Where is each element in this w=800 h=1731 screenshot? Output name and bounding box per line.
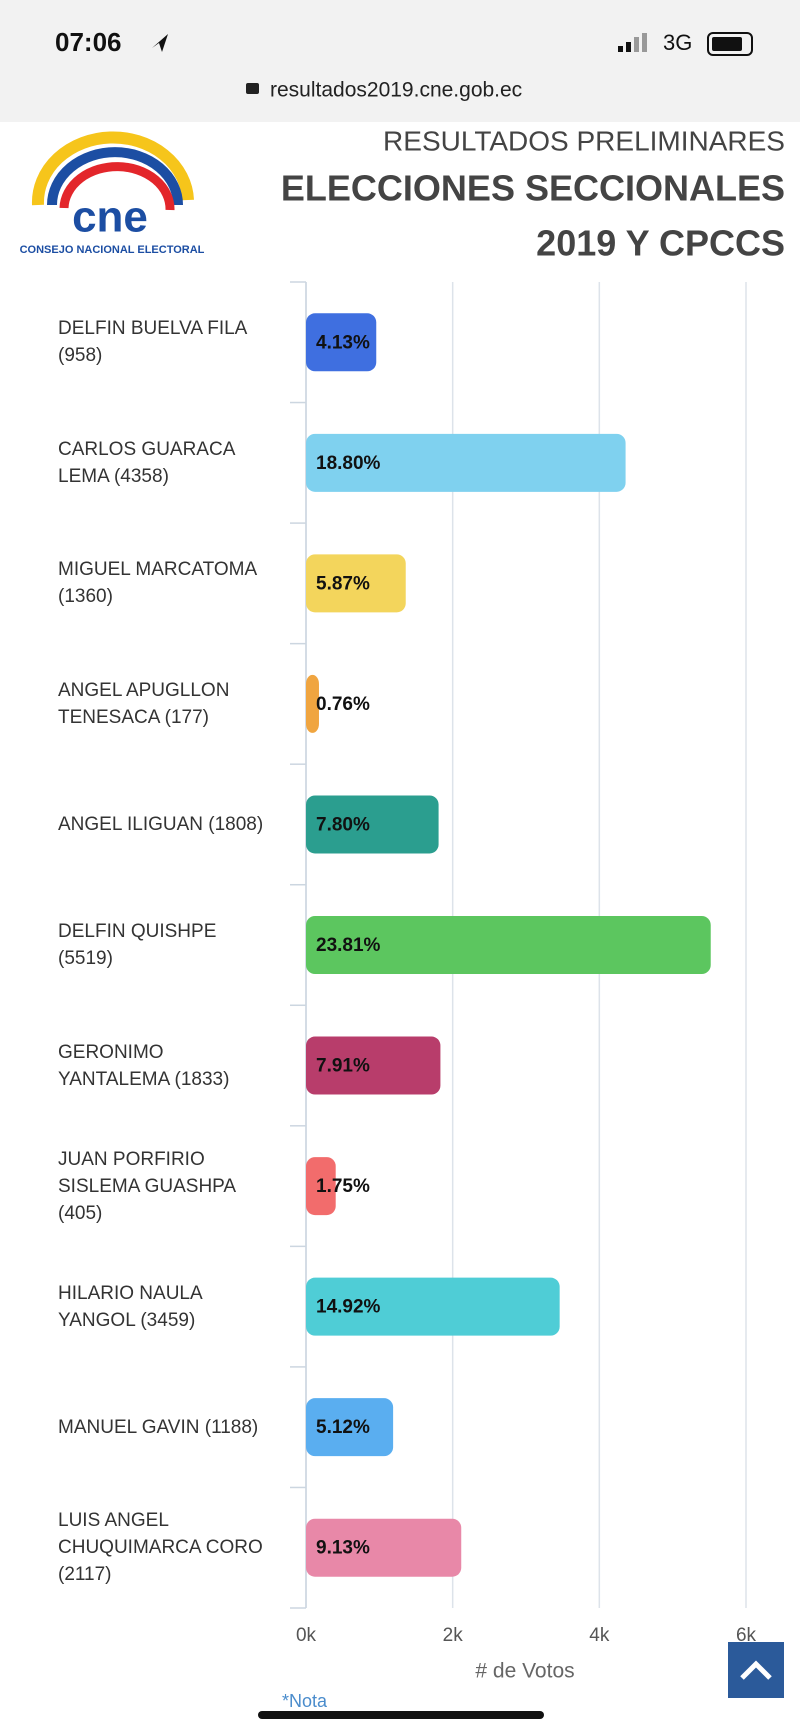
- category-label: JUAN PORFIRIO SISLEMA GUASHPA (405): [58, 1148, 236, 1224]
- bar-label: 18.80%: [316, 453, 381, 474]
- bar-label: 0.76%: [316, 694, 370, 715]
- header-title: 2019 Y CPCCS: [536, 223, 785, 264]
- x-tick-label: 6k: [736, 1625, 757, 1646]
- bar: [306, 916, 711, 974]
- bar: [306, 1036, 441, 1095]
- bar: [306, 1157, 336, 1216]
- browser-bar: [0, 0, 800, 122]
- category-label: LUIS ANGEL CHUQUIMARCA CORO (2117): [58, 1510, 263, 1586]
- bar-label: 14.92%: [316, 1297, 381, 1318]
- x-tick-label: 2k: [443, 1625, 464, 1646]
- category-label: MANUEL GAVIN (1188): [58, 1416, 259, 1438]
- category-label: DELFIN BUELVA FILA (958): [58, 318, 247, 367]
- bar: [306, 795, 439, 854]
- logo: cne CONSEJO NACIONAL ELECTORAL: [20, 131, 205, 256]
- bar-label: 7.80%: [316, 814, 370, 835]
- scroll-top-icon: [740, 1660, 772, 1680]
- category-label: HILARIO NAULA YANGOL (3459): [58, 1282, 202, 1331]
- clock: 07:06: [55, 27, 122, 57]
- category-label: GERONIMO YANTALEMA (1833): [58, 1041, 230, 1090]
- scroll-top-button[interactable]: [728, 1642, 784, 1698]
- battery: [707, 32, 753, 56]
- bar-label: 9.13%: [316, 1538, 370, 1559]
- bar: [306, 433, 626, 492]
- signal: [618, 33, 647, 52]
- bar: [306, 313, 377, 372]
- category-label: DELFIN QUISHPE (5519): [58, 921, 217, 969]
- location-icon: [152, 34, 168, 52]
- site-header: [0, 122, 800, 272]
- bar: [306, 1398, 394, 1457]
- bar-label: 1.75%: [316, 1176, 370, 1197]
- category-label: CARLOS GUARACA LEMA (4358): [58, 438, 235, 487]
- bar-label: 5.12%: [316, 1417, 370, 1438]
- category-label: MIGUEL MARCATOMA (1360): [58, 559, 257, 608]
- bar-label: 4.13%: [316, 332, 370, 353]
- category-label: ANGEL ILIGUAN (1808): [58, 813, 264, 835]
- bar: [306, 674, 319, 733]
- bar: [306, 1518, 462, 1577]
- bar-label: 5.87%: [316, 573, 370, 594]
- home-indicator: [258, 1711, 544, 1719]
- bar: [306, 1277, 560, 1336]
- footer-note: *Nota: [282, 1691, 328, 1711]
- url[interactable]: resultados2019.cne.gob.ec: [270, 79, 522, 102]
- x-tick-label: 4k: [589, 1625, 610, 1646]
- header-title: ELECCIONES SECCIONALES: [281, 168, 785, 209]
- logo-text: cne: [72, 193, 148, 242]
- bar-label: 7.91%: [316, 1056, 370, 1077]
- header-subtitle: RESULTADOS PRELIMINARES: [383, 125, 785, 156]
- x-tick-label: 0k: [296, 1625, 317, 1646]
- category-label: ANGEL APUGLLON TENESACA (177): [58, 679, 230, 728]
- x-axis-title: # de Votos: [475, 1660, 574, 1683]
- bar-label: 23.81%: [316, 935, 381, 956]
- lock-icon: [246, 83, 259, 94]
- battery-level: [712, 37, 742, 51]
- bar: [306, 554, 406, 613]
- network: 3G: [663, 30, 692, 55]
- logo-caption: CONSEJO NACIONAL ELECTORAL: [20, 244, 205, 256]
